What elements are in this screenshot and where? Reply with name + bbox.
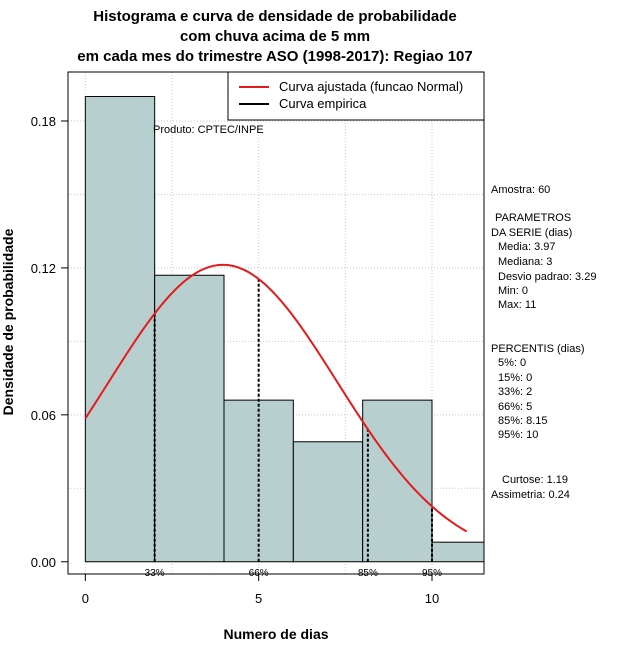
stat-p95: 95%: 10 bbox=[498, 429, 538, 441]
legend-box bbox=[227, 71, 485, 121]
histogram-bar-4 bbox=[362, 399, 433, 563]
stat-amostra: Amostra: 60 bbox=[491, 184, 550, 196]
chart-title-line-3: em cada mes do trimestre ASO (1998-2017)… bbox=[77, 48, 472, 65]
stat-mediana: Mediana: 3 bbox=[498, 256, 552, 268]
histogram-bar-5 bbox=[431, 541, 485, 563]
stat-param-title-1: PARAMETROS bbox=[495, 212, 571, 224]
stat-p5: 5%: 0 bbox=[498, 357, 526, 369]
stat-max: Max: 11 bbox=[498, 299, 536, 311]
histogram-bar-1 bbox=[154, 274, 225, 563]
stat-min: Min: 0 bbox=[498, 285, 528, 297]
percentile-label-1: 66% bbox=[249, 568, 269, 579]
percentile-label-0: 33% bbox=[145, 568, 165, 579]
curve-layer bbox=[84, 263, 468, 533]
y-tick-label-3: 0.18 bbox=[31, 114, 56, 129]
stat-assimetria: Assimetria: 0.24 bbox=[491, 489, 570, 501]
source-note: Produto: CPTEC/INPE bbox=[153, 124, 264, 136]
axis-layer: 0 5 10 0.00 0.06 0.12 0.18 bbox=[31, 114, 440, 606]
y-tick-label-1: 0.06 bbox=[31, 408, 56, 423]
x-tick-label-0: 0 bbox=[82, 591, 89, 606]
y-axis-title: Densidade de probabilidade bbox=[0, 228, 16, 415]
stat-p66: 66%: 5 bbox=[498, 401, 532, 413]
stat-p85: 85%: 8.15 bbox=[498, 415, 548, 427]
bars-layer bbox=[84, 95, 485, 563]
stats-panel: Amostra: 60 PARAMETROS DA SERIE (dias) M… bbox=[491, 184, 596, 501]
legend-label-normal: Curva ajustada (funcao Normal) bbox=[279, 79, 463, 94]
stat-desvio: Desvio padrao: 3.29 bbox=[498, 271, 596, 283]
normal-density-curve bbox=[84, 263, 468, 533]
percentile-label-3: 95% bbox=[422, 568, 442, 579]
legend-label-empirical: Curva empirica bbox=[279, 96, 367, 111]
chart-title-line-2: com chuva acima de 5 mm bbox=[180, 28, 370, 45]
stat-media: Media: 3.97 bbox=[498, 241, 555, 253]
y-tick-label-0: 0.00 bbox=[31, 555, 56, 570]
percentile-layer: 33% 66% 85% 95% bbox=[145, 279, 442, 579]
y-tick-label-2: 0.12 bbox=[31, 261, 56, 276]
stat-param-title-2: DA SERIE (dias) bbox=[491, 227, 572, 239]
legend: Curva ajustada (funcao Normal) Curva emp… bbox=[227, 71, 485, 121]
stat-p15: 15%: 0 bbox=[498, 372, 532, 384]
stat-curtose: Curtose: 1.19 bbox=[502, 474, 568, 486]
x-tick-label-1: 5 bbox=[255, 591, 262, 606]
x-tick-label-2: 10 bbox=[425, 591, 439, 606]
percentile-label-2: 85% bbox=[358, 568, 378, 579]
stat-perc-title: PERCENTIS (dias) bbox=[491, 343, 585, 355]
x-axis-title: Numero de dias bbox=[223, 626, 328, 642]
chart-title-line-1: Histograma e curva de densidade de proba… bbox=[93, 8, 456, 25]
histogram-bar-3 bbox=[292, 441, 364, 563]
stat-p33: 33%: 2 bbox=[498, 386, 532, 398]
